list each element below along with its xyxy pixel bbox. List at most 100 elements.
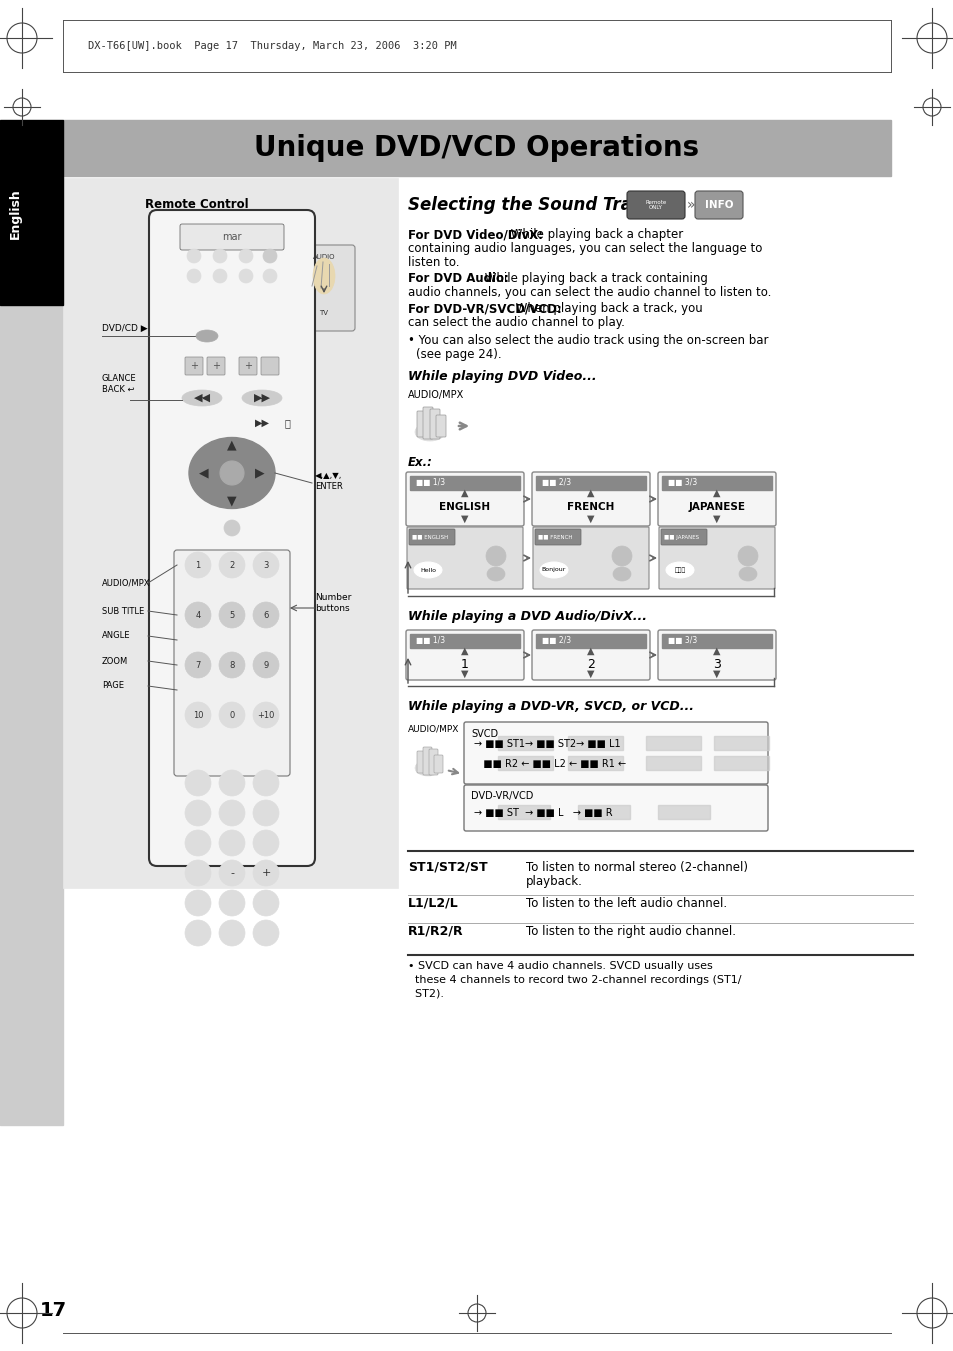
Text: While playing a DVD Audio/DivX...: While playing a DVD Audio/DivX... [408,611,646,623]
FancyBboxPatch shape [532,630,649,680]
Bar [645,736,700,750]
Bar [497,805,550,819]
FancyBboxPatch shape [294,245,355,331]
FancyBboxPatch shape [434,755,442,773]
Text: ◀: ◀ [199,466,209,480]
Circle shape [185,770,211,796]
Text: To listen to the left audio channel.: To listen to the left audio channel. [525,897,726,911]
Circle shape [185,830,211,857]
Text: English: English [9,189,22,239]
Text: ■■ 3/3: ■■ 3/3 [667,478,697,488]
Text: ■■ 2/3: ■■ 2/3 [541,478,571,488]
Text: ▼: ▼ [713,669,720,680]
Text: ▶▶: ▶▶ [253,393,271,403]
Text: ▼: ▼ [713,513,720,524]
Text: -: - [230,867,233,878]
Text: 17: 17 [40,1301,67,1320]
Bar [63,120,890,176]
Text: 2: 2 [229,561,234,570]
FancyBboxPatch shape [261,357,278,376]
Text: ▲: ▲ [713,646,720,657]
Text: While playing back a track containing: While playing back a track containing [480,272,707,285]
Text: AUDIO/MPX: AUDIO/MPX [408,390,464,400]
Text: ⏸: ⏸ [284,417,290,428]
Text: 3: 3 [712,658,720,670]
Text: DVD-VR/VCD: DVD-VR/VCD [471,790,533,801]
Text: → ■■ ST  → ■■ L   → ■■ R: → ■■ ST → ■■ L → ■■ R [474,808,612,817]
Text: Hello: Hello [419,567,436,573]
Circle shape [253,603,278,628]
Circle shape [185,603,211,628]
Circle shape [185,920,211,946]
Circle shape [185,553,211,578]
FancyBboxPatch shape [533,527,648,589]
Text: FRENCH: FRENCH [567,503,614,512]
FancyBboxPatch shape [626,190,684,219]
Text: ENGLISH: ENGLISH [439,503,490,512]
Bar [567,757,622,770]
Circle shape [187,249,201,263]
Text: audio channels, you can select the audio channel to listen to.: audio channels, you can select the audio… [408,286,771,299]
Text: ▼: ▼ [460,513,468,524]
Text: ■■ 1/3: ■■ 1/3 [416,478,445,488]
Text: Remote
ONLY: Remote ONLY [644,200,666,211]
FancyBboxPatch shape [207,357,225,376]
Ellipse shape [613,567,630,581]
Circle shape [219,603,245,628]
Text: Ex.:: Ex.: [408,457,433,469]
Text: ■■ JAPANES: ■■ JAPANES [663,535,699,539]
Ellipse shape [486,567,504,581]
Text: ▼: ▼ [587,513,594,524]
Circle shape [219,800,245,825]
Circle shape [253,890,278,916]
Text: +: + [244,361,252,372]
Text: these 4 channels to record two 2-channel recordings (ST1/: these 4 channels to record two 2-channel… [408,975,740,985]
Ellipse shape [415,423,444,440]
Bar [536,476,645,490]
Text: AUDIO/MPX: AUDIO/MPX [102,578,151,588]
Text: ▲: ▲ [713,488,720,499]
FancyBboxPatch shape [658,471,775,526]
Circle shape [253,800,278,825]
Bar [410,634,519,648]
Text: For DVD-VR/SVCD/VCD:: For DVD-VR/SVCD/VCD: [408,303,561,315]
Bar [63,178,397,888]
Text: Selecting the Sound Track: Selecting the Sound Track [408,196,652,213]
Circle shape [239,249,253,263]
FancyBboxPatch shape [436,415,446,436]
Text: +: + [190,361,198,372]
Text: 0: 0 [229,711,234,720]
Text: listen to.: listen to. [408,255,459,269]
Text: ▼: ▼ [460,669,468,680]
Ellipse shape [415,761,440,775]
Circle shape [224,520,240,536]
Text: To listen to normal stereo (2-channel): To listen to normal stereo (2-channel) [525,861,747,874]
Text: 2: 2 [586,658,595,670]
Circle shape [185,800,211,825]
FancyBboxPatch shape [429,748,437,775]
FancyBboxPatch shape [658,630,775,680]
Text: ▶▶: ▶▶ [254,417,269,428]
Text: 7: 7 [195,661,200,670]
Bar [0,305,63,1125]
Circle shape [213,249,227,263]
FancyBboxPatch shape [239,357,256,376]
Circle shape [219,890,245,916]
FancyBboxPatch shape [416,751,426,773]
Text: GLANCE
BACK ↩: GLANCE BACK ↩ [102,374,136,394]
Text: can select the audio channel to play.: can select the audio channel to play. [408,316,624,330]
Bar [713,757,768,770]
FancyBboxPatch shape [430,409,439,439]
Bar [497,736,553,750]
Circle shape [219,653,245,678]
FancyBboxPatch shape [422,747,432,775]
Text: 8: 8 [229,661,234,670]
Text: R1/R2/R: R1/R2/R [408,925,463,938]
Circle shape [253,770,278,796]
Text: ST2).: ST2). [408,989,443,998]
Text: For DVD Audio:: For DVD Audio: [408,272,508,285]
Text: DX-T66[UW].book  Page 17  Thursday, March 23, 2006  3:20 PM: DX-T66[UW].book Page 17 Thursday, March … [88,41,456,51]
Circle shape [185,890,211,916]
Text: While playing a DVD-VR, SVCD, or VCD...: While playing a DVD-VR, SVCD, or VCD... [408,700,693,713]
FancyBboxPatch shape [463,785,767,831]
